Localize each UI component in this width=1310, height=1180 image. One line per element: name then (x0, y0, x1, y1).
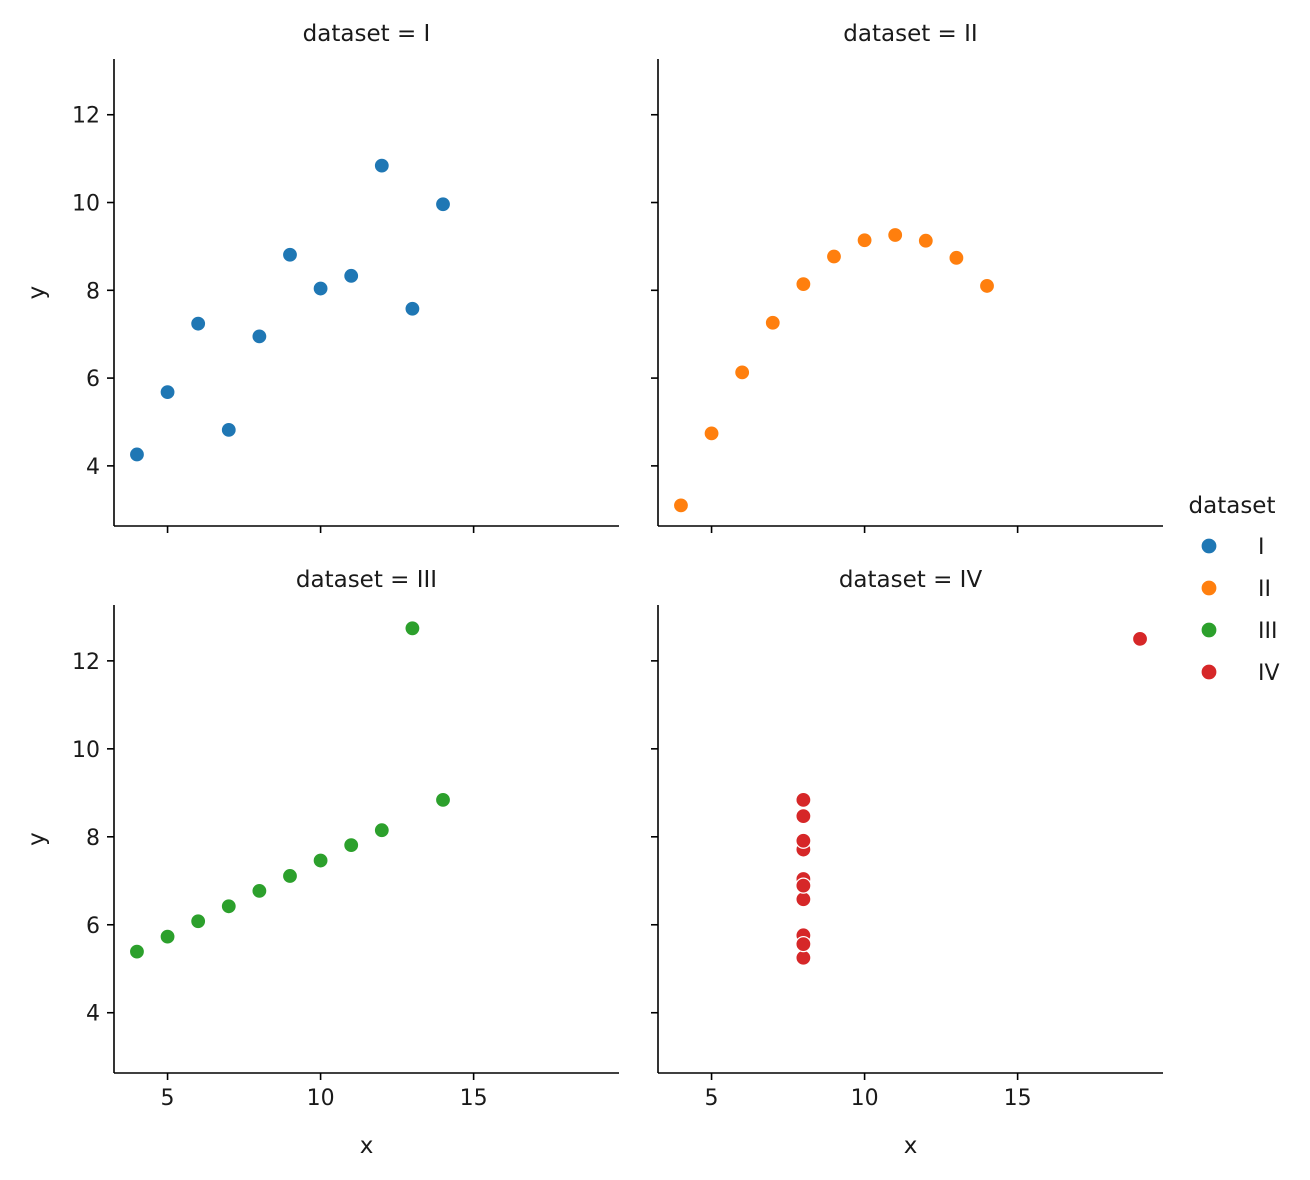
data-point (734, 364, 751, 381)
panel-title: dataset = II (843, 21, 977, 47)
x-tick-label: 15 (460, 1086, 488, 1111)
x-axis-label: x (904, 1133, 918, 1159)
data-point (312, 852, 329, 869)
y-tick-label: 8 (86, 826, 100, 851)
data-point (281, 867, 299, 885)
y-axis-label: y (24, 832, 50, 846)
y-tick-label: 12 (72, 650, 100, 675)
data-point (159, 384, 176, 401)
data-point (404, 300, 421, 317)
data-point (251, 328, 268, 345)
panel-title: dataset = III (296, 567, 437, 593)
y-tick-label: 4 (86, 455, 100, 480)
x-axis-label: x (360, 1133, 374, 1159)
data-point (190, 315, 207, 332)
legend-marker (1200, 537, 1218, 555)
data-point (825, 248, 843, 265)
data-point (404, 620, 421, 637)
data-point (795, 936, 812, 953)
data-point (128, 943, 146, 960)
data-point (978, 277, 996, 295)
legend-marker (1200, 621, 1218, 639)
data-point (128, 446, 146, 463)
panel-title: dataset = I (303, 21, 431, 47)
data-point (795, 791, 812, 808)
legend-title: dataset (1189, 493, 1276, 519)
data-point (856, 232, 873, 249)
data-point (251, 882, 268, 900)
data-point (764, 314, 781, 331)
legend-marker (1200, 579, 1218, 597)
data-point (1131, 630, 1149, 647)
data-point (887, 226, 904, 244)
data-point (795, 832, 812, 849)
data-point (795, 276, 812, 293)
legend-label: I (1258, 535, 1265, 560)
x-tick-label: 5 (705, 1086, 719, 1111)
legend-marker (1200, 663, 1218, 681)
y-tick-label: 12 (72, 104, 100, 129)
data-point (948, 249, 965, 266)
data-point (795, 891, 812, 908)
data-point (434, 196, 452, 213)
legend-label: III (1258, 619, 1277, 644)
data-point (917, 232, 934, 249)
data-point (190, 913, 207, 930)
panel-title: dataset = IV (839, 567, 983, 593)
data-point (312, 280, 329, 297)
data-point (343, 267, 360, 284)
data-point (220, 421, 237, 438)
x-tick-label: 10 (307, 1086, 335, 1111)
data-point (703, 425, 720, 442)
data-point (795, 877, 812, 894)
legend-label: II (1258, 577, 1271, 602)
data-point (343, 837, 360, 854)
y-tick-label: 10 (72, 738, 100, 763)
data-point (373, 157, 390, 174)
y-tick-label: 8 (86, 279, 100, 304)
data-point (795, 949, 812, 966)
y-tick-label: 6 (86, 367, 100, 392)
y-tick-label: 10 (72, 192, 100, 217)
data-point (281, 246, 299, 263)
y-tick-label: 4 (86, 1002, 100, 1027)
x-tick-label: 15 (1004, 1086, 1032, 1111)
data-point (373, 822, 390, 839)
y-axis-label: y (24, 286, 50, 300)
data-point (795, 808, 812, 825)
data-point (220, 898, 237, 915)
x-tick-label: 5 (161, 1086, 175, 1111)
data-point (159, 928, 176, 945)
x-tick-label: 10 (851, 1086, 879, 1111)
data-point (434, 791, 452, 808)
y-tick-label: 6 (86, 914, 100, 939)
data-point (672, 497, 690, 514)
legend-label: IV (1258, 661, 1280, 686)
